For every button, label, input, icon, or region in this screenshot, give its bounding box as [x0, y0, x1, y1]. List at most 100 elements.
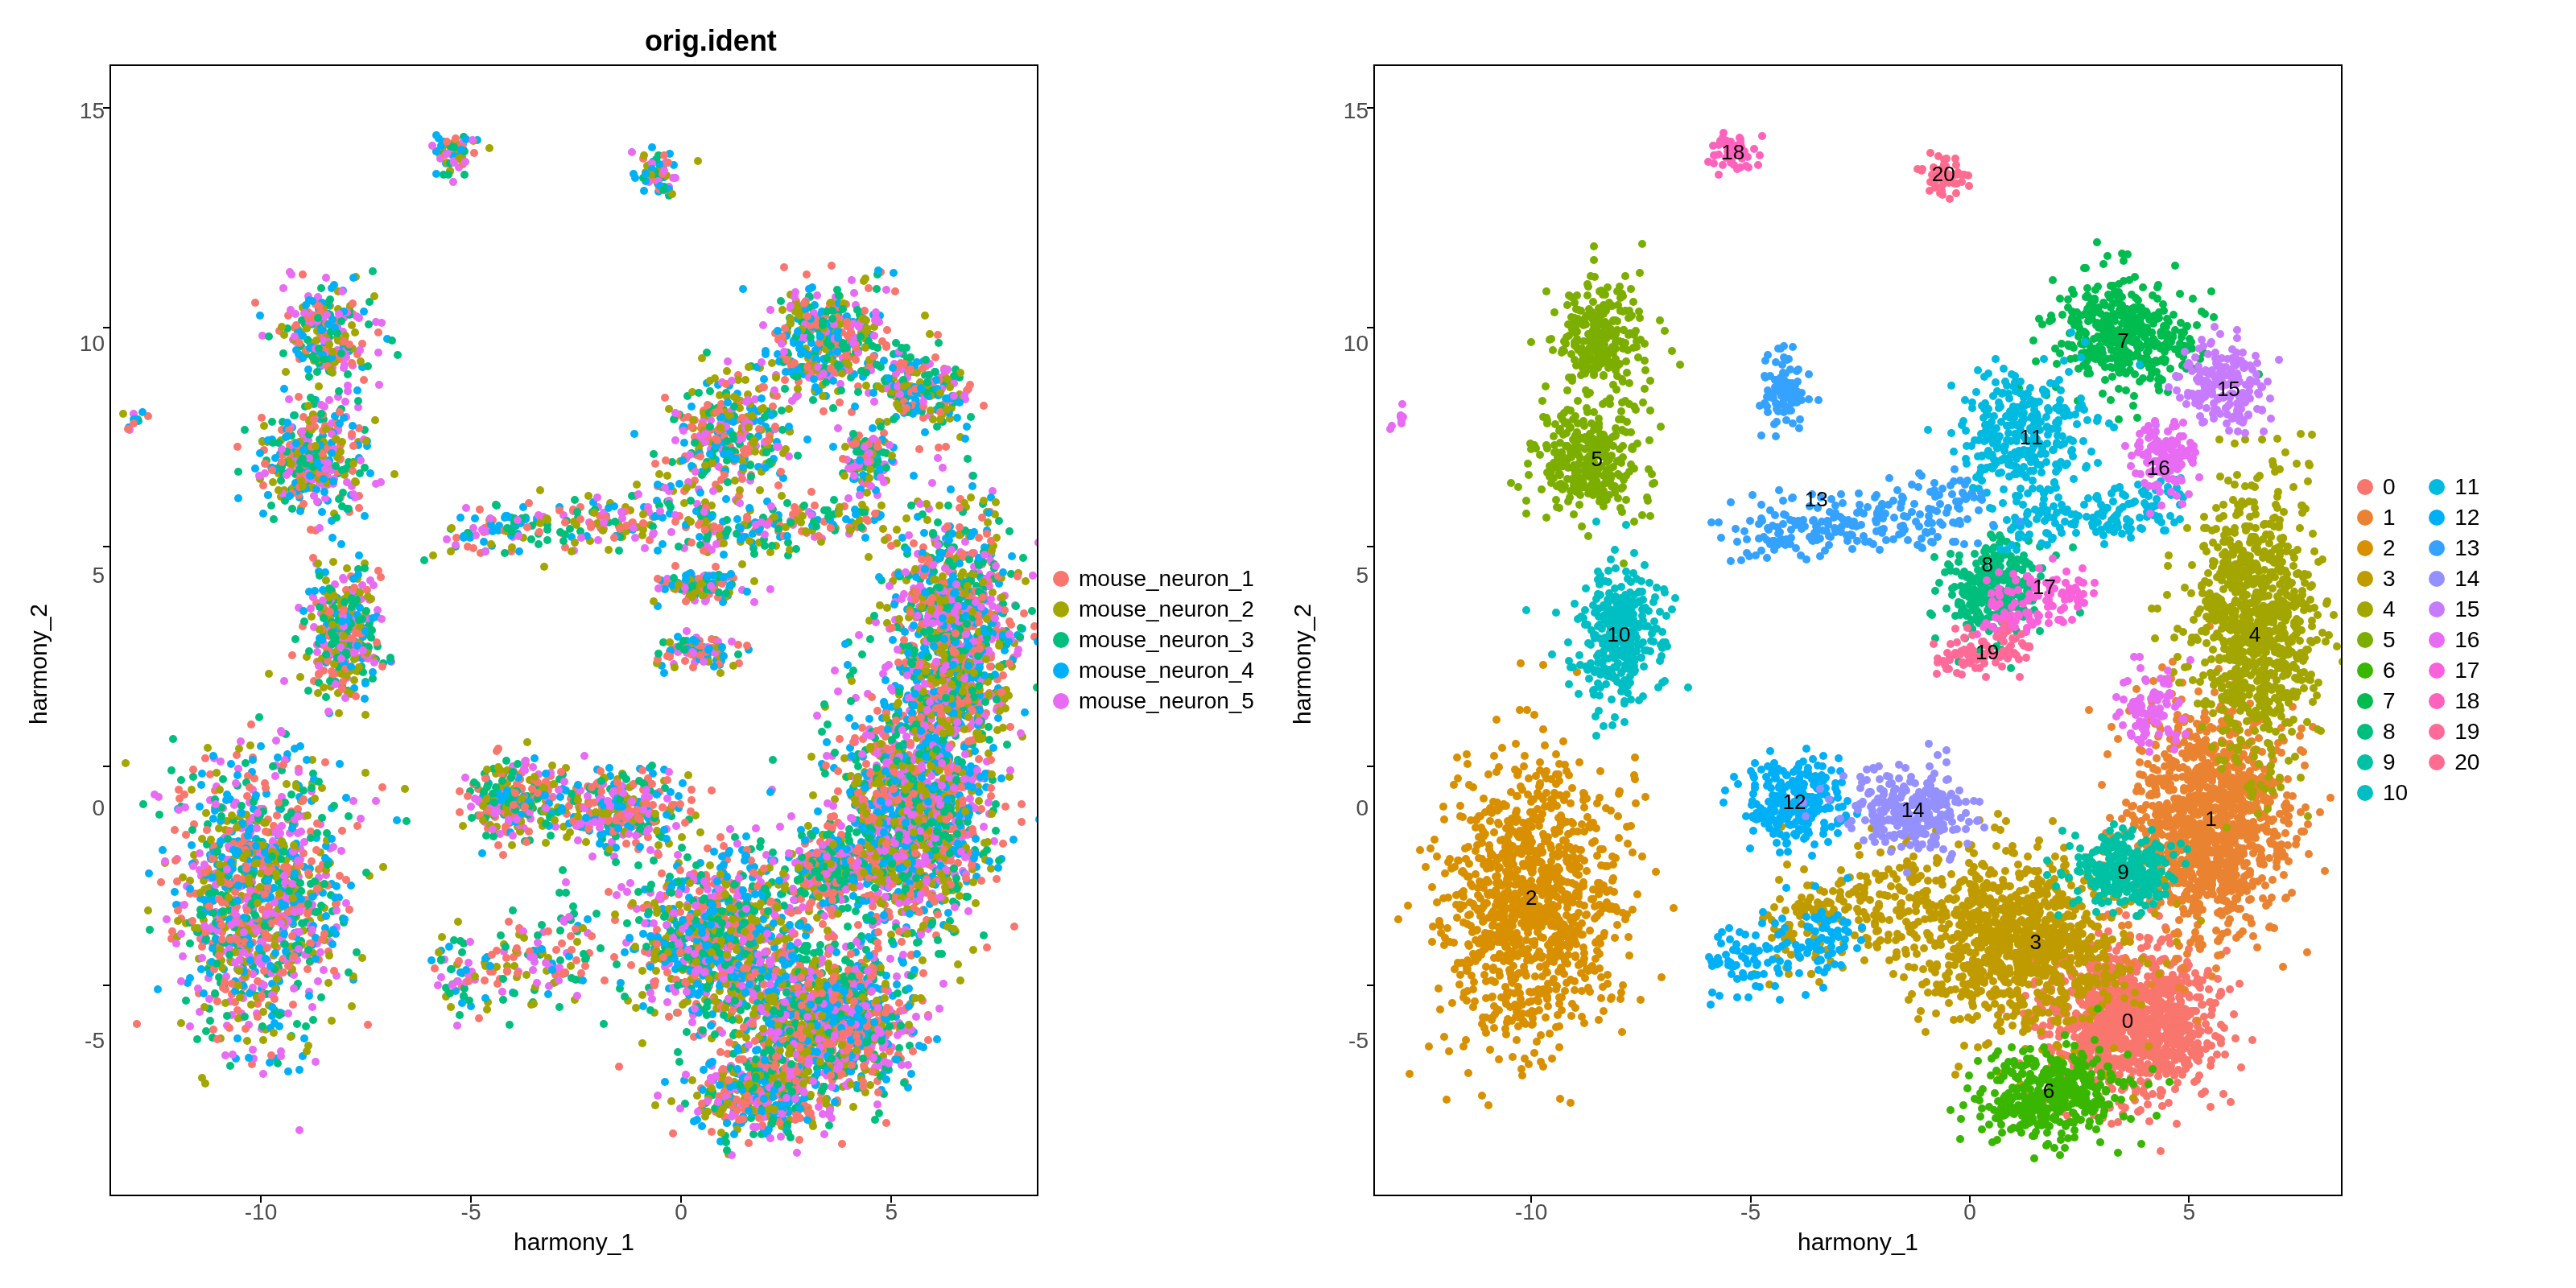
scatter-point	[234, 468, 242, 476]
scatter-point	[890, 768, 898, 776]
scatter-point	[1489, 907, 1497, 915]
scatter-point	[1914, 483, 1922, 491]
scatter-point	[960, 775, 968, 783]
scatter-point	[1946, 481, 1955, 489]
scatter-point	[2261, 881, 2269, 890]
scatter-point	[2207, 766, 2215, 774]
scatter-point	[209, 752, 217, 760]
scatter-point	[338, 685, 346, 693]
scatter-point	[1575, 909, 1583, 917]
scatter-point	[299, 482, 307, 490]
scatter-point	[2107, 1070, 2115, 1078]
scatter-point	[634, 490, 642, 498]
scatter-point	[1934, 658, 1942, 667]
scatter-point	[262, 944, 270, 952]
scatter-point	[1942, 758, 1951, 766]
scatter-point	[542, 804, 550, 812]
scatter-point	[1776, 848, 1784, 857]
scatter-point	[329, 558, 337, 566]
scatter-point	[1915, 814, 1923, 822]
scatter-point	[1646, 512, 1654, 520]
scatter-point	[335, 387, 343, 395]
scatter-point	[1618, 426, 1626, 434]
scatter-point	[2293, 570, 2301, 578]
scatter-point	[975, 534, 983, 542]
scatter-point	[778, 306, 786, 314]
scatter-point	[834, 767, 842, 775]
scatter-point	[663, 811, 671, 819]
scatter-point	[840, 877, 848, 885]
scatter-point	[308, 926, 316, 934]
scatter-point	[2043, 857, 2051, 865]
scatter-point	[1872, 927, 1880, 935]
scatter-point	[544, 990, 552, 998]
scatter-point	[834, 687, 842, 696]
scatter-point	[1997, 535, 2005, 543]
scatter-point	[1858, 923, 1866, 931]
scatter-point	[324, 979, 332, 987]
scatter-point	[737, 524, 745, 532]
scatter-point	[2008, 1022, 2017, 1030]
scatter-point	[675, 580, 683, 588]
scatter-point	[1522, 947, 1530, 956]
scatter-point	[713, 436, 721, 444]
scatter-point	[2013, 989, 2021, 997]
scatter-point	[939, 572, 947, 580]
scatter-point	[1909, 878, 1917, 886]
scatter-point	[864, 517, 872, 525]
scatter-point	[851, 722, 859, 730]
scatter-point	[1652, 868, 1660, 876]
scatter-point	[2015, 869, 2023, 877]
scatter-point	[2019, 600, 2027, 608]
scatter-point	[471, 795, 479, 803]
scatter-point	[501, 549, 509, 557]
scatter-point	[2141, 727, 2149, 735]
scatter-point	[213, 1035, 221, 1043]
scatter-point	[296, 906, 304, 914]
scatter-point	[756, 486, 764, 494]
scatter-point	[2281, 660, 2289, 668]
scatter-point	[761, 948, 769, 956]
scatter-point	[1611, 482, 1619, 490]
scatter-point	[1773, 819, 1781, 828]
scatter-point	[2103, 252, 2112, 260]
scatter-point	[1984, 411, 1992, 419]
scatter-point	[782, 356, 791, 364]
scatter-point	[1945, 961, 1953, 969]
legend-label: 17	[2454, 658, 2479, 683]
scatter-point	[873, 361, 881, 369]
scatter-point	[235, 956, 243, 964]
scatter-point	[268, 466, 276, 474]
scatter-point	[1647, 637, 1655, 645]
scatter-point	[1956, 1015, 1964, 1023]
scatter-point	[794, 385, 802, 393]
scatter-point	[2266, 923, 2274, 931]
scatter-point	[942, 888, 950, 896]
scatter-point	[1927, 538, 1935, 546]
scatter-point	[1991, 1089, 1999, 1097]
scatter-point	[1627, 822, 1635, 830]
scatter-point	[854, 789, 862, 797]
scatter-point	[2157, 469, 2165, 477]
scatter-point	[226, 935, 234, 943]
scatter-point	[1614, 636, 1622, 644]
scatter-point	[2233, 407, 2241, 415]
scatter-point	[2147, 704, 2155, 712]
scatter-point	[1996, 1076, 2004, 1084]
scatter-point	[1605, 905, 1613, 913]
scatter-point	[1017, 729, 1025, 737]
scatter-point	[299, 446, 308, 454]
scatter-point	[560, 778, 568, 786]
scatter-point	[2209, 724, 2217, 733]
scatter-point	[1995, 584, 2003, 592]
scatter-point	[884, 725, 892, 733]
scatter-point	[478, 849, 486, 857]
scatter-point	[458, 948, 466, 956]
scatter-point	[299, 786, 308, 795]
scatter-point	[956, 398, 964, 407]
scatter-point	[654, 575, 662, 583]
scatter-point	[431, 964, 439, 972]
scatter-point	[1776, 996, 1784, 1004]
scatter-point	[1992, 378, 2000, 386]
scatter-point	[687, 402, 696, 411]
